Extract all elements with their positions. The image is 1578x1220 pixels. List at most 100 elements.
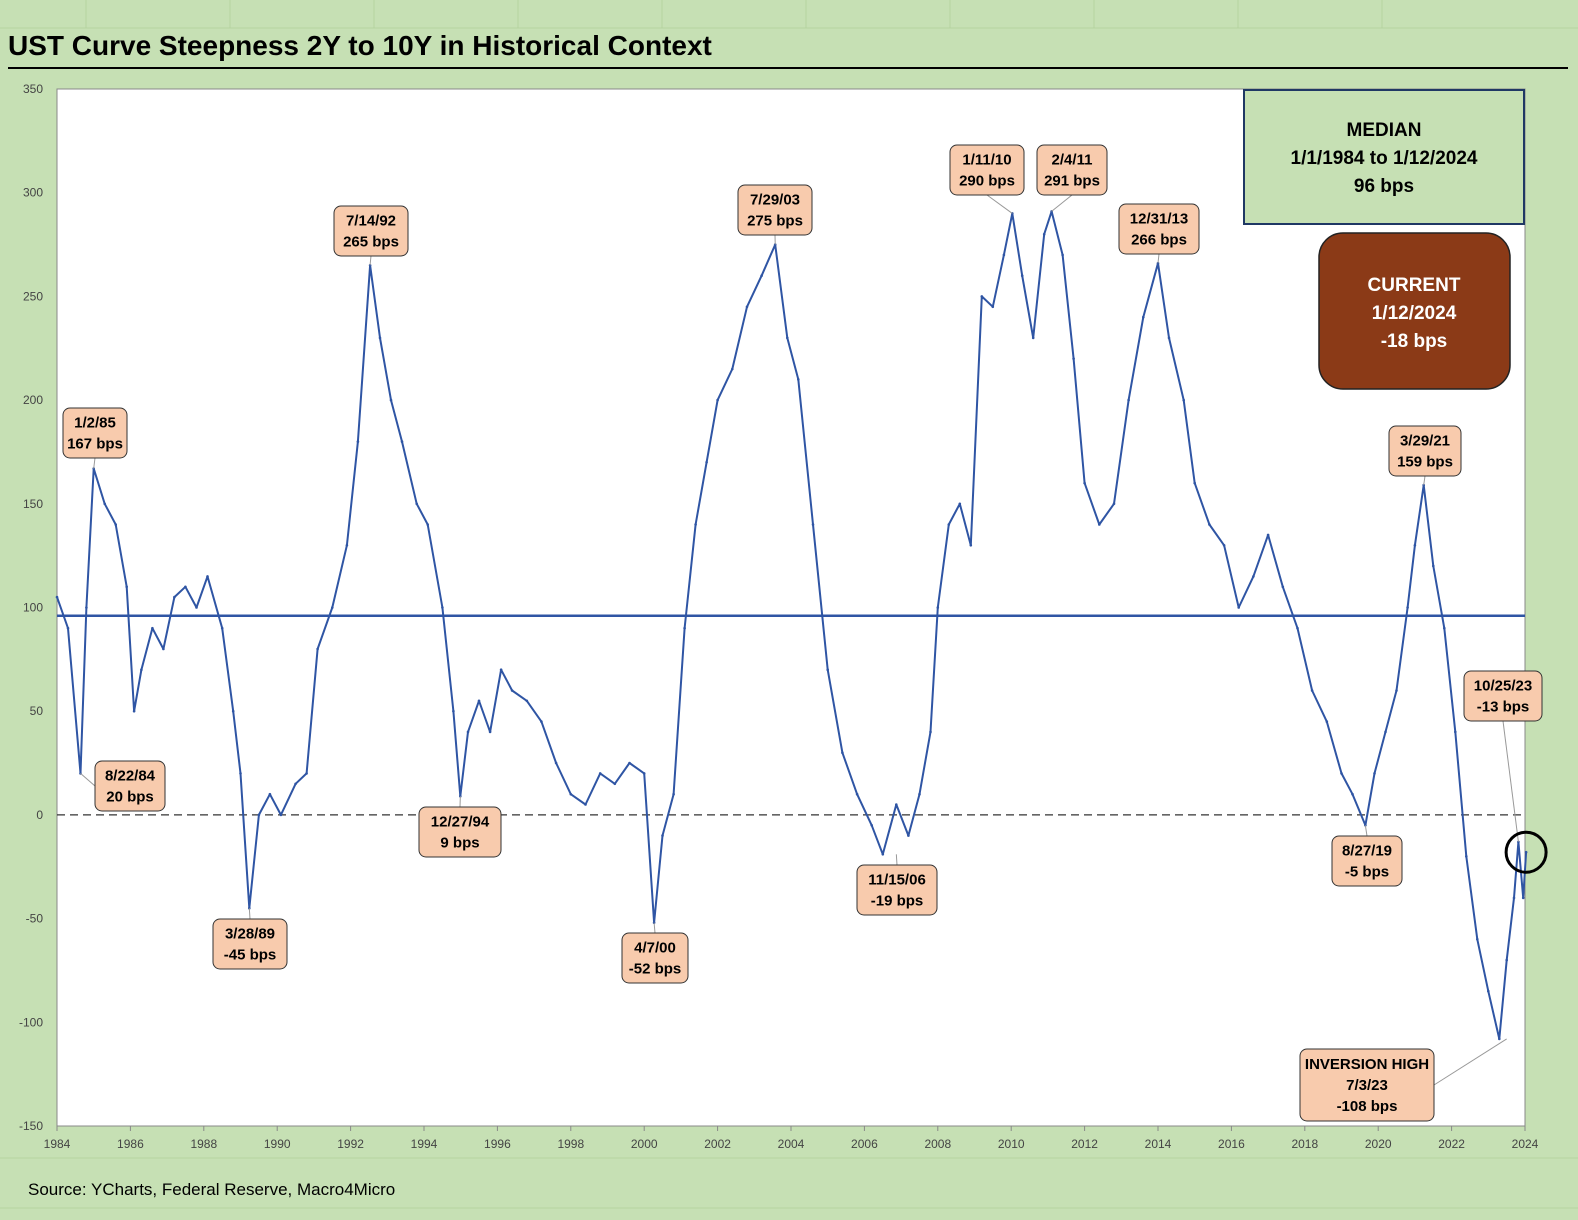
x-tick-label: 2008 xyxy=(924,1137,951,1151)
data-point xyxy=(1487,989,1490,993)
callout-date: 1/2/85 xyxy=(74,415,116,432)
data-point xyxy=(55,595,59,599)
callout-leader xyxy=(1433,1038,1507,1086)
y-tick-label: 0 xyxy=(36,808,43,822)
leader-lines xyxy=(80,194,1519,1086)
y-tick-label: 250 xyxy=(23,289,43,303)
data-point xyxy=(1252,575,1255,578)
callout-value: -13 bps xyxy=(1477,699,1530,716)
callout-box xyxy=(333,205,409,257)
x-tick-label: 2000 xyxy=(631,1137,658,1151)
callout: 2/4/11 291 bps xyxy=(1036,144,1108,196)
data-point xyxy=(316,647,319,651)
callout: 7/29/03 275 bps xyxy=(737,184,813,236)
data-point xyxy=(958,502,962,506)
callout: 12/31/13 266 bps xyxy=(1118,203,1200,255)
x-tick-label: 2022 xyxy=(1438,1137,1465,1151)
data-point xyxy=(477,699,481,703)
data-point xyxy=(811,523,815,526)
y-tick-label: 300 xyxy=(23,186,43,200)
y-tick-label: 200 xyxy=(23,393,43,407)
data-point xyxy=(1127,398,1130,402)
data-point xyxy=(1112,502,1116,506)
data-point xyxy=(642,772,646,775)
x-tick-label: 1996 xyxy=(484,1137,511,1151)
y-tick-label: 50 xyxy=(30,704,44,718)
callout-leader xyxy=(1051,194,1073,212)
data-point xyxy=(103,502,106,506)
data-point xyxy=(1083,481,1086,485)
callout-box xyxy=(949,144,1025,196)
data-point xyxy=(85,606,88,609)
data-point xyxy=(1465,855,1468,858)
callout-box xyxy=(856,864,938,916)
data-point xyxy=(628,761,631,765)
data-point xyxy=(1476,938,1479,941)
data-point xyxy=(184,585,187,589)
data-point xyxy=(1296,626,1299,630)
callout-value: -108 bps xyxy=(1337,1098,1398,1115)
callout-date: 7/29/03 xyxy=(750,192,800,209)
data-point xyxy=(220,626,224,630)
data-point xyxy=(683,626,686,630)
data-point xyxy=(1281,585,1285,589)
data-point xyxy=(345,544,349,547)
data-point xyxy=(1498,1037,1501,1041)
current-box: CURRENT 1/12/2024 -18 bps xyxy=(1318,232,1511,390)
callout-leader xyxy=(248,908,251,920)
data-point xyxy=(1061,253,1064,257)
x-tick-label: 2010 xyxy=(998,1137,1025,1151)
callout-box xyxy=(621,932,689,984)
callout-leader xyxy=(93,457,96,469)
data-point xyxy=(1031,336,1035,340)
data-point xyxy=(1406,606,1409,609)
callout-box xyxy=(1388,425,1462,477)
x-tick-label: 2024 xyxy=(1512,1137,1539,1151)
data-point xyxy=(991,305,995,309)
data-point xyxy=(540,720,543,723)
current-box-value: -18 bps xyxy=(1381,331,1448,352)
data-point xyxy=(1072,357,1075,360)
data-point xyxy=(773,243,777,246)
callout-box xyxy=(1118,203,1200,255)
data-point xyxy=(510,689,514,692)
data-point xyxy=(731,367,734,371)
x-tick-label: 2018 xyxy=(1291,1137,1318,1151)
data-point xyxy=(1517,840,1520,844)
x-tick-label: 1998 xyxy=(557,1137,584,1151)
series-line xyxy=(56,210,1528,1040)
data-point xyxy=(459,794,462,798)
data-point xyxy=(114,523,117,526)
callout-leader xyxy=(986,194,1013,214)
x-tick-label: 1984 xyxy=(44,1137,71,1151)
data-point xyxy=(1325,720,1329,723)
data-point xyxy=(125,585,128,589)
x-tick-label: 1990 xyxy=(264,1137,291,1151)
callout-date: INVERSION HIGH xyxy=(1305,1056,1429,1073)
data-point xyxy=(881,853,885,856)
data-point xyxy=(466,730,470,734)
data-point xyxy=(248,906,251,910)
data-point xyxy=(1521,896,1525,900)
data-point xyxy=(936,606,940,609)
x-tick-label: 2006 xyxy=(851,1137,878,1151)
x-tick-label: 2014 xyxy=(1145,1137,1172,1151)
data-point xyxy=(441,606,444,609)
callout-date: 11/15/06 xyxy=(868,872,926,889)
y-tick-label: -100 xyxy=(19,1015,43,1029)
data-point xyxy=(257,813,261,817)
data-point xyxy=(151,626,154,630)
data-point xyxy=(760,274,763,278)
callout-value: 9 bps xyxy=(440,835,479,852)
callouts: 1/2/85 167 bps 8/22/84 20 bps 3/28/89 -45 bps… xyxy=(62,144,1543,1122)
data-point xyxy=(368,264,372,267)
source-note: Source: YCharts, Federal Reserve, Macro4… xyxy=(28,1180,396,1199)
callout-date: 3/29/21 xyxy=(1400,433,1450,450)
data-point xyxy=(786,336,789,340)
data-point xyxy=(841,751,844,754)
chart-title: UST Curve Steepness 2Y to 10Y in Histori… xyxy=(8,30,712,61)
data-point xyxy=(1193,481,1196,485)
data-point xyxy=(268,792,272,796)
data-point xyxy=(907,834,910,837)
